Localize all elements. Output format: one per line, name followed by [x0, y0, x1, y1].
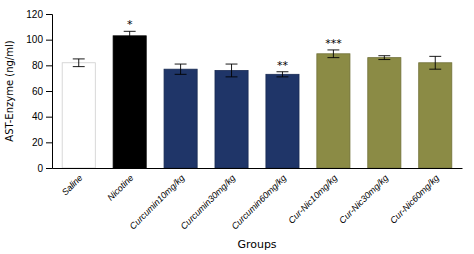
- bar: [62, 63, 95, 168]
- tick-label: 120: [26, 9, 43, 20]
- tick-label: Curcumin30mg/kg: [179, 173, 238, 232]
- error-bar: [226, 64, 238, 77]
- bar: [113, 36, 146, 168]
- error-bar-line: [378, 56, 390, 60]
- tick-label: Curcumin10mg/kg: [128, 173, 187, 232]
- error-bar-line: [226, 64, 238, 77]
- tick: 20: [32, 137, 52, 148]
- tick: Cur-Nic30mg/kg: [337, 173, 390, 226]
- error-bar-line: [124, 31, 136, 40]
- error-bar: [327, 50, 339, 58]
- annotations: ******: [127, 18, 342, 71]
- error-bar: [429, 56, 441, 69]
- tick-label: Cur-Nic60mg/kg: [388, 173, 441, 226]
- significance-marker: ***: [325, 37, 342, 50]
- y-axis: 0 20 40 60 80 100 120: [26, 9, 52, 174]
- error-bar-line: [277, 72, 289, 77]
- tick-mark: [46, 65, 52, 66]
- tick: Cur-Nic60mg/kg: [388, 173, 441, 226]
- error-bar: [378, 56, 390, 60]
- bar: [419, 63, 452, 168]
- tick-mark: [46, 117, 52, 118]
- significance-marker: *: [127, 18, 133, 31]
- y-axis-title: AST-Enzyme (ng/ml): [4, 40, 15, 141]
- error-bar-line: [73, 59, 85, 67]
- tick: 60: [32, 86, 52, 97]
- tick-mark: [46, 91, 52, 92]
- tick-label: 100: [26, 34, 43, 45]
- bar: [164, 69, 197, 168]
- tick-label: Cur-Nic30mg/kg: [337, 173, 390, 226]
- tick: 40: [32, 111, 52, 122]
- tick-label: 40: [32, 111, 44, 122]
- tick-label: 60: [32, 86, 44, 97]
- error-bar-line: [429, 56, 441, 69]
- tick-label: Cur-Nic10mg/kg: [286, 173, 339, 226]
- error-bar: [124, 31, 136, 40]
- plot: 0 20 40 60 80 100 120 Saline NicotineCurcumin10m…: [26, 9, 462, 232]
- axis-line: [53, 168, 463, 169]
- tick: 0: [37, 163, 52, 174]
- tick-mark: [46, 168, 52, 169]
- x-axis-title: Groups: [237, 238, 276, 251]
- tick: Nicotine: [105, 173, 135, 203]
- error-bar: [175, 64, 187, 74]
- axis-line: [46, 15, 53, 169]
- tick-label: 80: [32, 60, 44, 71]
- error-bar: [277, 72, 289, 77]
- tick: Cur-Nic10mg/kg: [286, 173, 339, 226]
- bar: [317, 54, 350, 168]
- tick-label: Nicotine: [105, 173, 135, 203]
- tick: Curcumin30mg/kg: [179, 173, 238, 232]
- tick: 80: [32, 60, 52, 71]
- bar: [368, 58, 401, 168]
- tick: Curcumin60mg/kg: [230, 173, 289, 232]
- tick: Saline: [60, 173, 85, 198]
- tick: Curcumin10mg/kg: [128, 173, 187, 232]
- error-bar-line: [327, 50, 339, 58]
- error-bar: [73, 59, 85, 67]
- tick-mark: [46, 142, 52, 143]
- tick-label: Saline: [60, 173, 85, 198]
- tick-label: Curcumin60mg/kg: [230, 173, 289, 232]
- error-bar-line: [175, 64, 187, 74]
- tick-label: 20: [32, 137, 44, 148]
- tick-mark: [46, 14, 52, 15]
- tick: 100: [26, 34, 52, 45]
- tick-label: 0: [37, 163, 43, 174]
- marks: [62, 31, 452, 168]
- x-axis: Saline NicotineCurcumin10mg/kgCurcumin30m…: [53, 169, 463, 232]
- chart: 0 20 40 60 80 100 120 Saline NicotineCurcumin10m…: [0, 0, 474, 254]
- bar: [266, 74, 299, 168]
- bar: [215, 70, 248, 168]
- tick: 120: [26, 9, 52, 20]
- significance-marker: **: [277, 59, 289, 72]
- tick-mark: [46, 40, 52, 41]
